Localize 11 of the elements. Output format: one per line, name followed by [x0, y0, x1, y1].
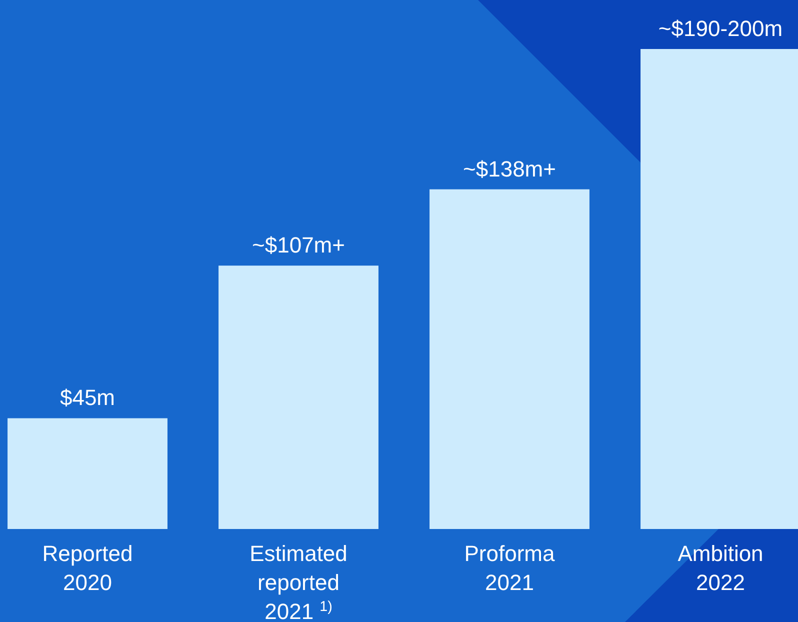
x-tick-label: Reported 2020 — [42, 541, 133, 595]
bar — [218, 266, 378, 529]
data-label: ~$138m+ — [463, 156, 556, 182]
data-label: $45m — [60, 385, 116, 410]
bar — [8, 418, 168, 529]
x-tick-label: Estimated reported 2021 $^{1)}$ — [250, 541, 348, 622]
data-label: ~$107m+ — [252, 232, 345, 258]
x-tick-label: Ambition 2022 — [678, 541, 764, 595]
bar — [430, 189, 590, 529]
data-label: ~$190-200m — [658, 16, 783, 41]
x-tick-label: Proforma 2021 — [464, 541, 556, 595]
